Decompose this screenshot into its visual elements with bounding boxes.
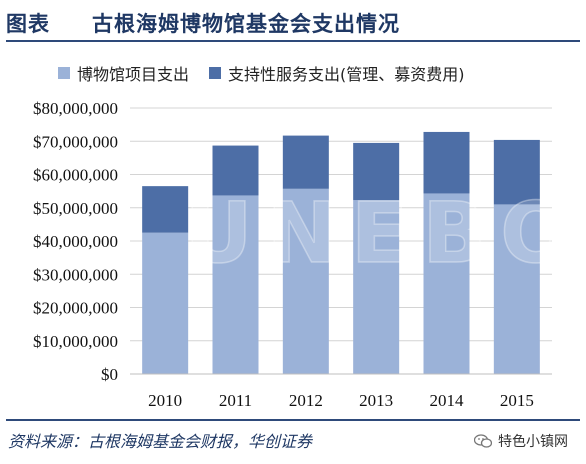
y-tick-label: $10,000,000 xyxy=(33,332,118,351)
wechat-icon xyxy=(474,434,492,448)
y-tick-label: $40,000,000 xyxy=(33,232,118,251)
figure-tag: 图表 xyxy=(6,12,50,36)
bars-group xyxy=(142,131,540,374)
legend-item-support: 支持性服务支出(管理、募资费用) xyxy=(209,61,465,85)
bar-segment-support-2012 xyxy=(282,135,329,189)
gridlines xyxy=(130,107,552,342)
y-tick-label: $80,000,000 xyxy=(33,99,118,118)
bar-segment-support-2014 xyxy=(423,131,470,194)
legend-label-museum: 博物馆项目支出 xyxy=(77,65,190,84)
x-tick-label: 2010 xyxy=(148,391,182,410)
chart-title: 古根海姆博物馆基金会支出情况 xyxy=(92,12,400,36)
wechat-label: 特色小镇网 xyxy=(498,434,568,450)
wechat-badge: 特色小镇网 xyxy=(474,431,568,451)
footer-divider xyxy=(6,419,580,421)
x-tick-label: 2011 xyxy=(219,391,252,410)
x-tick-label: 2014 xyxy=(430,391,465,410)
watermark: UNEBO xyxy=(184,184,585,282)
y-tick-label: $70,000,000 xyxy=(33,132,118,151)
header-divider xyxy=(6,40,580,42)
x-tick-label: 2012 xyxy=(289,391,323,410)
x-axis-ticks: 2010 2011 2012 2013 2014 2015 xyxy=(148,391,534,410)
legend-swatch-museum xyxy=(58,67,70,79)
x-tick-label: 2015 xyxy=(500,391,534,410)
x-tick-label: 2013 xyxy=(359,391,393,410)
y-tick-label: $60,000,000 xyxy=(33,166,118,185)
y-tick-label: $20,000,000 xyxy=(33,299,118,318)
y-tick-label: $30,000,000 xyxy=(33,265,118,284)
bar-segment-museum-2015 xyxy=(493,204,540,374)
source-note: 资料来源：古根海姆基金会财报，华创证券 xyxy=(8,432,313,451)
bar-segment-support-2011 xyxy=(212,145,259,196)
bar-segment-museum-2011 xyxy=(212,195,259,374)
chart-header: 图表 古根海姆博物馆基金会支出情况 xyxy=(0,0,586,46)
chart-legend: 博物馆项目支出 支持性服务支出(管理、募资费用) xyxy=(58,62,485,84)
bar-segment-museum-2013 xyxy=(353,200,400,374)
y-tick-label: $0 xyxy=(101,365,118,384)
legend-item-museum: 博物馆项目支出 xyxy=(58,61,189,85)
bar-segment-museum-2010 xyxy=(142,232,189,374)
bar-segment-support-2013 xyxy=(353,142,400,201)
legend-label-support: 支持性服务支出(管理、募资费用) xyxy=(228,65,465,84)
bar-segment-support-2015 xyxy=(493,139,540,205)
bar-segment-museum-2012 xyxy=(282,188,329,374)
bar-segment-museum-2014 xyxy=(423,193,470,374)
legend-swatch-support xyxy=(209,67,222,79)
y-axis-ticks: $0 $10,000,000 $20,000,000 $30,000,000 $40,0… xyxy=(33,99,118,384)
y-tick-label: $50,000,000 xyxy=(33,199,118,218)
bar-segment-support-2010 xyxy=(142,186,189,233)
